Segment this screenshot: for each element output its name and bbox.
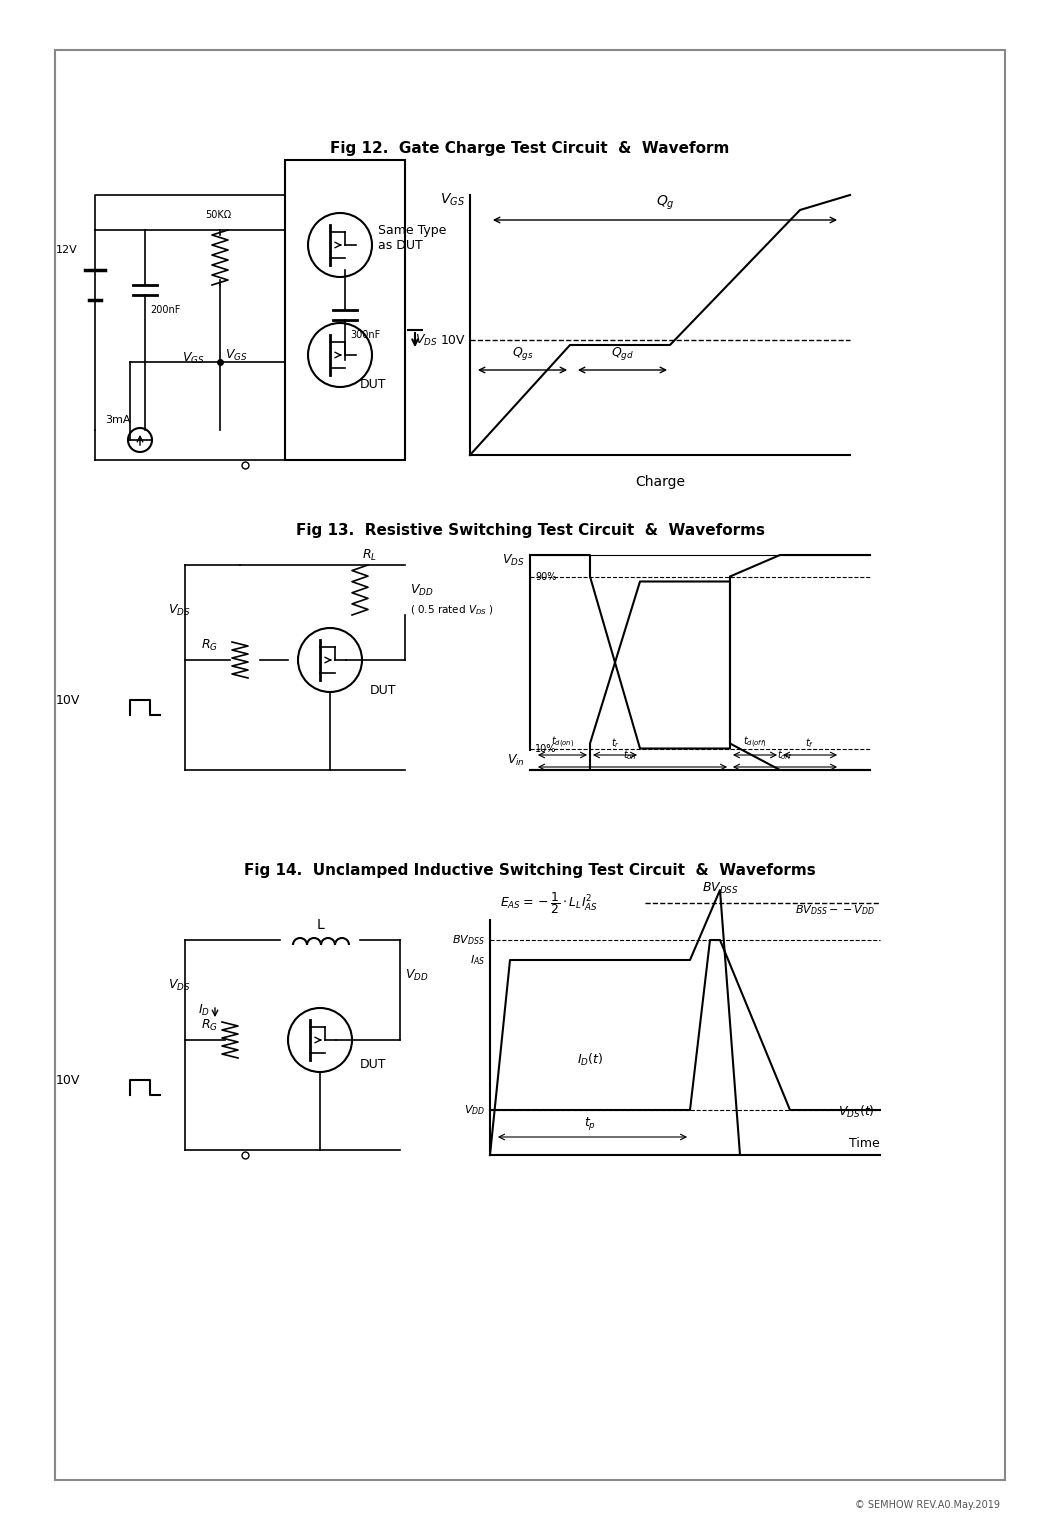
Text: $t_{on}$: $t_{on}$ [623,749,637,762]
Text: Fig 12.  Gate Charge Test Circuit  &  Waveform: Fig 12. Gate Charge Test Circuit & Wavef… [331,141,729,156]
Text: DUT: DUT [360,378,387,392]
Text: $V_{DD}$: $V_{DD}$ [405,968,428,983]
Text: $V_{DS}$: $V_{DS}$ [167,603,191,617]
Text: 10%: 10% [535,744,556,753]
Text: $I_D$: $I_D$ [198,1003,210,1018]
Text: $t_f$: $t_f$ [806,736,814,750]
Bar [285,161,405,459]
Text: 10V: 10V [441,334,465,346]
Text: $BV_{DSS} -- V_{DD}$: $BV_{DSS} -- V_{DD}$ [795,903,874,917]
Text: $I_D(t)$: $I_D(t)$ [577,1052,603,1069]
Text: $BV_{DSS}$: $BV_{DSS}$ [702,880,739,896]
Text: 300nF: 300nF [350,331,381,340]
Text: 10V: 10V [55,1073,80,1087]
Text: $t_r$: $t_r$ [611,736,619,750]
Text: DUT: DUT [370,683,396,697]
Text: $t_{d(off)}$: $t_{d(off)}$ [743,735,766,750]
Text: $t_{d(on)}$: $t_{d(on)}$ [551,735,575,750]
Text: $V_{in}$: $V_{in}$ [507,752,525,767]
Text: Fig 13.  Resistive Switching Test Circuit  &  Waveforms: Fig 13. Resistive Switching Test Circuit… [296,522,764,537]
Text: $t_p$: $t_p$ [584,1115,596,1131]
Text: $V_{DS}$: $V_{DS}$ [502,553,525,568]
Text: $Q_g$: $Q_g$ [656,194,674,211]
Text: 10V: 10V [55,694,80,706]
Text: $V_{DD}$: $V_{DD}$ [464,1104,485,1118]
Text: $V_{DD}$: $V_{DD}$ [410,582,434,597]
Text: $Q_{gd}$: $Q_{gd}$ [611,344,634,361]
Text: L: L [316,919,324,932]
Text: $V_{DS}(t)$: $V_{DS}(t)$ [838,1104,874,1121]
FancyBboxPatch shape [55,51,1005,1480]
Text: 12V: 12V [56,245,78,256]
Text: $R_L$: $R_L$ [363,548,377,562]
Text: $E_{AS}= -\dfrac{1}{2}\cdot L_L I_{AS}^2$: $E_{AS}= -\dfrac{1}{2}\cdot L_L I_{AS}^2… [500,890,598,916]
Text: $V_{DS}$: $V_{DS}$ [167,977,191,992]
Text: 200nF: 200nF [151,305,180,315]
Text: ( 0.5 rated $V_{DS}$ ): ( 0.5 rated $V_{DS}$ ) [410,603,494,617]
Text: 50KΩ: 50KΩ [205,210,231,220]
Text: Fig 14.  Unclamped Inductive Switching Test Circuit  &  Waveforms: Fig 14. Unclamped Inductive Switching Te… [244,862,816,877]
Text: 90%: 90% [535,571,556,582]
Text: $Q_{gs}$: $Q_{gs}$ [512,344,534,361]
Text: $I_{AS}$: $I_{AS}$ [470,954,485,968]
Text: Charge: Charge [635,475,685,488]
Text: © SEMHOW REV.A0.May.2019: © SEMHOW REV.A0.May.2019 [855,1500,1000,1510]
Text: $V_{GS}$: $V_{GS}$ [181,351,205,366]
Text: $V_{GS}$: $V_{GS}$ [440,191,465,208]
Text: DUT: DUT [360,1058,387,1072]
Text: Same Type
as DUT: Same Type as DUT [378,224,446,253]
Text: 3mA: 3mA [105,415,130,426]
Text: $R_G$: $R_G$ [201,637,218,652]
Text: $R_G$: $R_G$ [201,1018,218,1032]
Text: $BV_{DSS}$: $BV_{DSS}$ [453,932,485,946]
Text: $t_{off}$: $t_{off}$ [777,749,793,762]
Text: Time: Time [849,1138,880,1150]
Text: $V_{DS}$: $V_{DS}$ [416,332,438,348]
Text: $V_{GS}$: $V_{GS}$ [225,348,248,363]
